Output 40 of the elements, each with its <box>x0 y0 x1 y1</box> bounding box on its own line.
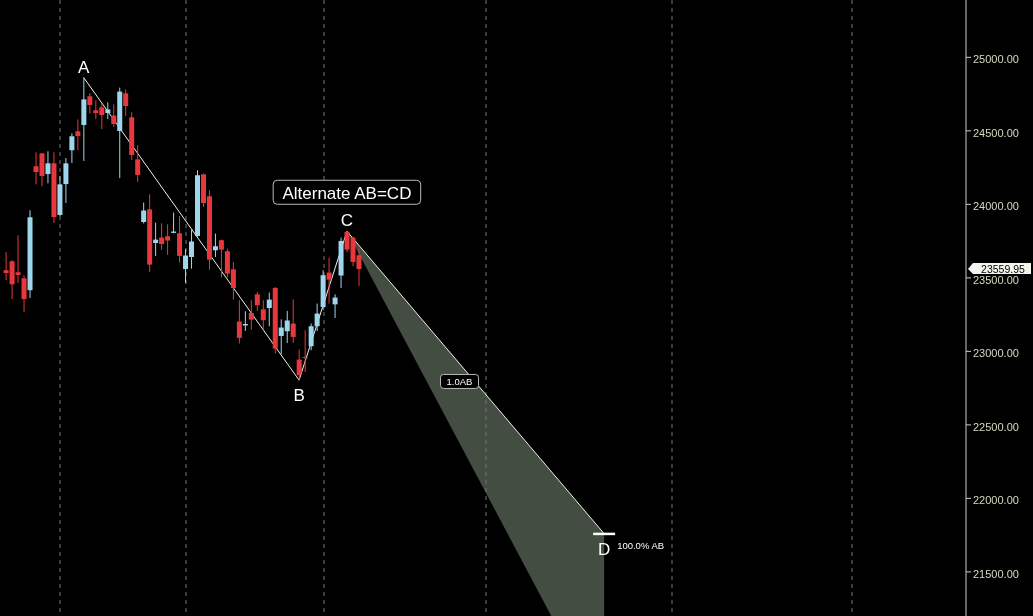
y-tick-label: 21500.00 <box>973 567 1019 580</box>
candlestick <box>254 291 260 312</box>
candlestick <box>123 88 129 117</box>
candlestick <box>218 239 224 279</box>
annotation: 1.0AB <box>446 375 473 387</box>
y-tick-label: 23000.00 <box>973 347 1019 360</box>
candlestick <box>212 233 218 258</box>
y-tick-label: 22000.00 <box>973 494 1019 507</box>
annotation: 100.0% AB <box>617 539 665 551</box>
candlestick <box>308 323 314 351</box>
annotation: A <box>78 57 91 77</box>
y-tick-label: 24000.00 <box>973 200 1019 213</box>
candlestick <box>266 292 272 327</box>
annotation: B <box>293 386 305 406</box>
candlestick <box>63 157 69 204</box>
candlestick <box>236 299 242 345</box>
y-tick-label: 23500.00 <box>973 273 1019 286</box>
y-tick-label: 22500.00 <box>973 420 1019 433</box>
annotation: D <box>597 539 611 559</box>
y-tick-label: 25000.00 <box>973 53 1019 66</box>
candlestick <box>45 150 51 184</box>
y-tick-label: 24500.00 <box>973 126 1019 139</box>
candlestick <box>290 298 296 344</box>
annotation: C <box>340 211 354 231</box>
candlestick <box>141 202 147 224</box>
candlestick <box>326 257 332 305</box>
candlestick <box>260 299 266 331</box>
text: 23559.95 <box>981 262 1026 275</box>
candlestick <box>21 274 27 313</box>
candlestick <box>87 92 93 115</box>
annotation: Alternate AB=CD <box>282 184 412 204</box>
candlestick <box>69 132 75 164</box>
candlestick <box>248 299 254 331</box>
candlestick <box>111 103 117 128</box>
candlestick <box>302 329 308 373</box>
candlestick <box>177 215 183 264</box>
candlestick <box>296 349 302 381</box>
candlestick <box>135 144 141 183</box>
candlestick <box>314 303 320 332</box>
candlestick <box>75 118 81 151</box>
